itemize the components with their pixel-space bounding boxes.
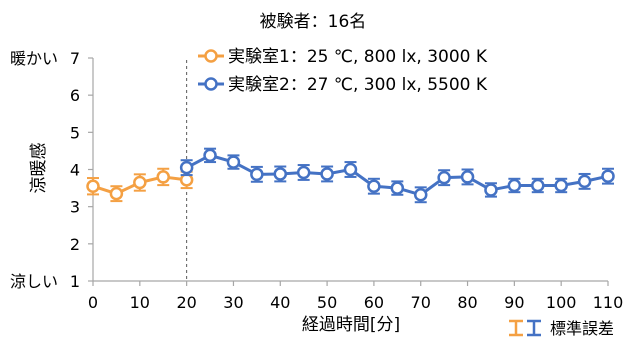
x-tick-label: 10 [130,293,150,312]
data-point [343,162,358,177]
data-point [156,170,170,184]
legend: 実験室1：25 ℃, 800 lx, 3000 K 実験室2：27 ℃, 300… [198,47,488,95]
legend-marker-room2 [204,77,218,91]
error-bar-legend-icon-blue [527,319,541,337]
series-1 [86,167,194,203]
legend-label-room2: 実験室2：27 ℃, 300 lx, 5500 K [228,75,488,95]
data-point [320,167,334,181]
data-point [273,167,288,181]
data-point [437,170,451,185]
data-point [109,186,124,201]
legend-marker-room1 [204,49,218,63]
data-point [484,183,498,197]
data-point [601,169,615,183]
data-point [226,155,241,169]
data-point [507,178,522,193]
y-top-anchor-label: 暖かい [10,49,58,68]
x-tick-label: 50 [317,293,337,312]
x-tick-label: 80 [457,293,477,312]
y-axis-label: 涼暖感 [29,143,49,194]
data-point [413,188,428,202]
x-tick-label: 30 [223,293,243,312]
data-point [390,181,405,195]
data-point [86,179,100,193]
x-tick-label: 20 [176,293,196,312]
x-tick-label: 70 [411,293,431,312]
y-tick-label: 5 [70,123,80,142]
legend-label-room1: 実験室1：25 ℃, 800 lx, 3000 K [228,47,488,67]
x-tick-label: 40 [270,293,290,312]
y-bottom-anchor-label: 涼しい [10,272,58,291]
data-point [250,167,264,182]
y-tick-label: 4 [70,161,80,180]
y-tick-label: 2 [70,235,80,254]
data-point [179,160,194,175]
data-point [531,178,545,193]
data-point [203,148,217,163]
series-group [86,147,615,204]
data-point [296,165,311,180]
series-2 [179,147,615,204]
y-tick-label: 6 [70,86,80,105]
y-tick-label: 3 [70,198,80,217]
data-point [367,179,381,193]
y-tick-label: 1 [70,272,80,291]
x-tick-label: 60 [364,293,384,312]
x-axis-label: 経過時間[分] [302,315,400,335]
data-point [133,175,147,190]
error-bar-legend-label: 標準誤差 [550,319,614,338]
y-tick-label: 7 [70,49,80,68]
error-bar-legend: 標準誤差 [509,319,614,338]
data-point [554,178,568,193]
chart-title: 被験者：16名 [260,12,367,32]
x-tick-label: 100 [546,293,577,312]
error-bar-legend-icon-orange [509,319,523,337]
data-point [577,174,592,189]
x-tick-label: 0 [88,293,98,312]
data-point [460,170,475,184]
x-tick-label: 110 [593,293,624,312]
x-tick-label: 90 [504,293,524,312]
